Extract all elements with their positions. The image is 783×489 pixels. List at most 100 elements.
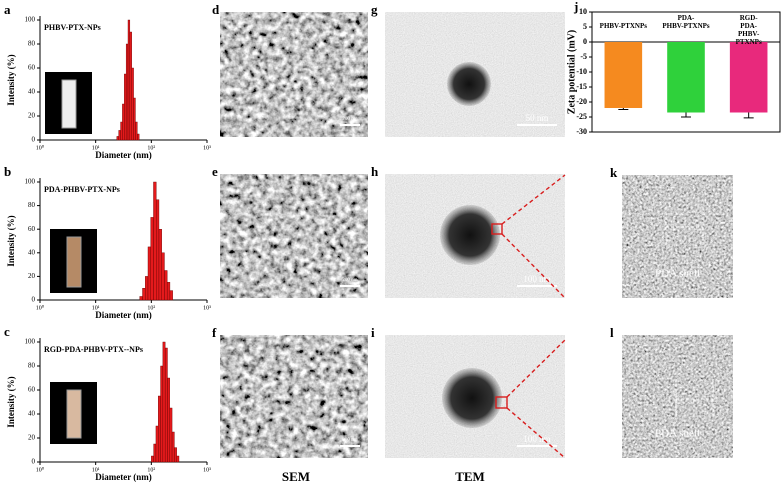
- histogram-bar: [169, 290, 173, 301]
- panel-label: b: [4, 164, 11, 179]
- panel-label: h: [371, 164, 379, 179]
- x-tick-label: 10³: [203, 305, 211, 311]
- y-tick-label: 0: [32, 458, 36, 466]
- histogram-bar: [137, 133, 140, 141]
- y-tick-label: 60: [28, 386, 36, 394]
- histogram-bar: [161, 252, 165, 301]
- x-tick-label: 10²: [147, 467, 155, 473]
- zoom-box: [495, 396, 508, 409]
- image-annotation: PDA shell: [655, 428, 700, 440]
- y-axis-label: Intensity (%): [6, 376, 16, 427]
- histogram-bar: [169, 407, 173, 463]
- y-tick-label: 100: [25, 338, 36, 346]
- histogram-bar: [120, 121, 123, 141]
- y-tick-label: 80: [28, 40, 36, 48]
- scale-bar-label: 200 nm: [342, 438, 357, 443]
- x-tick-label: 10³: [203, 145, 211, 151]
- x-tick-label: 10⁰: [36, 466, 45, 473]
- histogram-bar: [153, 443, 157, 463]
- vial: [61, 79, 77, 129]
- y-tick-label: 20: [28, 434, 36, 442]
- y-axis-label: Zeta potential (mV): [566, 30, 577, 114]
- y-tick-label: 40: [28, 248, 36, 256]
- histogram-bar: [129, 31, 132, 141]
- y-tick-label: 40: [28, 410, 36, 418]
- histogram-bar: [125, 43, 129, 141]
- y-tick-label: 80: [28, 362, 36, 370]
- y-tick-label: -15: [576, 82, 587, 91]
- category-label: RGD-PDA- PHBV-PTXNPs: [735, 14, 762, 46]
- vial: [66, 389, 82, 439]
- histogram-bar: [151, 455, 154, 463]
- y-tick-label: 10: [579, 7, 587, 16]
- x-tick-label: 10⁰: [36, 304, 45, 311]
- histogram-bar: [124, 73, 127, 141]
- y-axis-label: Intensity (%): [6, 215, 16, 266]
- panel-label: j: [573, 0, 578, 14]
- y-tick-label: -30: [576, 127, 587, 136]
- x-tick-label: 10⁰: [36, 144, 45, 151]
- panel-label: c: [4, 324, 10, 339]
- sem-image: [220, 12, 368, 137]
- histogram-bar: [162, 341, 166, 463]
- panel-label: l: [610, 325, 614, 340]
- x-axis-label: Diameter (nm): [95, 150, 152, 160]
- histogram-bar: [164, 347, 168, 463]
- histogram-bar: [142, 288, 146, 301]
- x-axis-label: Diameter (nm): [95, 310, 152, 320]
- histogram-bar: [166, 282, 171, 301]
- vial: [66, 236, 82, 288]
- panel-label: g: [371, 2, 378, 17]
- category-label: PHBV-PTXNPs: [599, 22, 647, 30]
- scale-bar-label: 100 nm: [523, 274, 550, 284]
- panel-label: i: [371, 325, 375, 340]
- y-tick-label: 0: [583, 37, 587, 46]
- histogram-bar: [133, 97, 136, 141]
- error-bar: [743, 112, 754, 119]
- histogram-bar: [147, 246, 151, 301]
- histogram-bar: [127, 19, 131, 141]
- hrtem-image: [622, 335, 733, 458]
- histogram-bar: [171, 431, 175, 463]
- y-tick-label: -10: [576, 67, 587, 76]
- y-tick-label: 40: [28, 88, 36, 96]
- caption: TEM: [455, 469, 485, 484]
- y-tick-label: 100: [25, 178, 36, 186]
- y-tick-label: -20: [576, 97, 587, 106]
- y-tick-label: 5: [583, 22, 587, 31]
- histogram-bar: [116, 136, 119, 141]
- panel-label: e: [212, 164, 218, 179]
- bar: [667, 42, 705, 113]
- histogram-bar: [164, 270, 168, 301]
- nanoparticle: [442, 368, 502, 428]
- histogram-bar: [150, 217, 154, 301]
- zoom-guides: [491, 174, 566, 459]
- hrtem-image: [622, 175, 733, 298]
- panel-label: d: [212, 2, 220, 17]
- panel-label: f: [212, 325, 217, 340]
- histogram-bar: [153, 181, 157, 301]
- chart-title: PHBV-PTX-NPs: [44, 23, 101, 32]
- y-tick-label: 100: [25, 16, 36, 24]
- x-tick-label: 10²: [147, 305, 155, 311]
- histogram-bar: [118, 130, 121, 141]
- y-tick-label: 60: [28, 64, 36, 72]
- histogram-bar: [174, 447, 177, 463]
- zoom-box: [491, 223, 503, 235]
- histogram-bar: [122, 103, 125, 141]
- nanoparticle: [447, 62, 491, 106]
- bar: [729, 42, 768, 113]
- histogram-bar: [155, 425, 159, 463]
- y-tick-label: 20: [28, 112, 36, 120]
- histogram-bar: [145, 276, 149, 301]
- nanoparticle: [440, 205, 500, 265]
- scale-bar-label: 50 nm: [526, 113, 549, 123]
- histogram-bar: [176, 455, 180, 463]
- chart-title: RGD-PDA-PHBV-PTX--NPs: [44, 345, 143, 354]
- error-bar: [681, 112, 691, 118]
- x-tick-label: 10¹: [92, 145, 100, 151]
- histogram-bar: [167, 377, 170, 463]
- category-label: PDA- PHBV-PTXNPs: [662, 14, 710, 30]
